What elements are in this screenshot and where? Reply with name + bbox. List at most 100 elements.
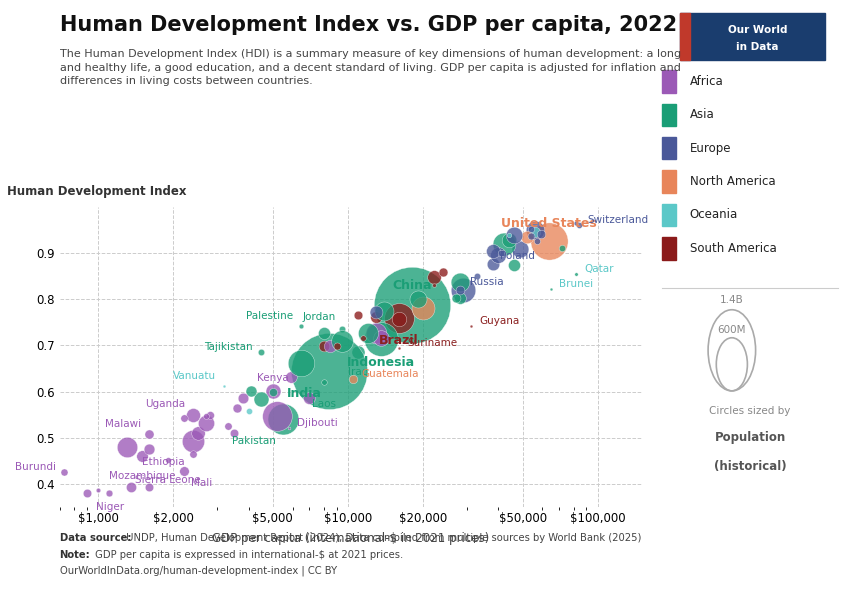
Text: Africa: Africa: [690, 75, 723, 88]
Text: 600M: 600M: [717, 325, 746, 335]
Point: [92, 485, 105, 495]
Text: in Data: in Data: [736, 42, 779, 52]
Point: [541, 236, 555, 245]
Point: [303, 393, 316, 403]
Point: [436, 267, 450, 277]
Bar: [662, 203, 676, 226]
Point: [221, 421, 235, 431]
Point: [471, 271, 484, 281]
Text: Tajikistan: Tajikistan: [204, 343, 253, 352]
Bar: [662, 170, 676, 193]
Point: [449, 293, 462, 303]
Point: [270, 411, 284, 421]
Text: (historical): (historical): [714, 460, 786, 473]
Point: [544, 284, 558, 293]
Point: [284, 372, 298, 382]
Text: Brunei: Brunei: [559, 278, 593, 289]
Text: Human Development Index vs. GDP per capita, 2022: Human Development Index vs. GDP per capi…: [60, 15, 677, 35]
Text: Uganda: Uganda: [144, 399, 184, 409]
Point: [227, 428, 241, 437]
Text: Switzerland: Switzerland: [587, 215, 649, 224]
Text: OurWorldInData.org/human-development-index | CC BY: OurWorldInData.org/human-development-ind…: [60, 566, 337, 576]
Point: [453, 277, 467, 287]
Text: Djibouti: Djibouti: [298, 418, 338, 428]
Point: [530, 236, 544, 246]
Point: [524, 231, 538, 241]
Text: Iraq: Iraq: [348, 367, 369, 377]
Text: Mali: Mali: [190, 478, 212, 488]
Point: [456, 285, 470, 295]
Point: [143, 429, 156, 439]
Point: [405, 300, 418, 310]
Point: [186, 449, 200, 459]
Point: [143, 482, 156, 491]
Point: [230, 403, 244, 413]
Point: [377, 307, 391, 316]
Point: [453, 293, 467, 303]
Text: Asia: Asia: [690, 108, 715, 121]
Bar: [662, 104, 676, 126]
Point: [282, 423, 296, 433]
Text: GDP per capita is expressed in international-$ at 2021 prices.: GDP per capita is expressed in internati…: [92, 550, 403, 560]
Text: Qatar: Qatar: [585, 264, 614, 274]
Point: [427, 272, 440, 281]
Text: Jordan: Jordan: [303, 312, 336, 322]
Point: [254, 347, 268, 357]
FancyBboxPatch shape: [680, 13, 824, 60]
Point: [294, 359, 308, 368]
Point: [254, 394, 268, 403]
Point: [80, 488, 94, 497]
Point: [294, 321, 308, 331]
Point: [570, 218, 583, 227]
Point: [370, 312, 383, 322]
Point: [336, 324, 349, 334]
Point: [218, 381, 231, 391]
Text: Palestine: Palestine: [246, 311, 293, 320]
Text: The Human Development Index (HDI) is a summary measure of key dimensions of huma: The Human Development Index (HDI) is a s…: [60, 49, 681, 86]
Text: Malawi: Malawi: [105, 419, 141, 428]
Point: [57, 467, 71, 477]
Point: [322, 367, 336, 376]
Point: [486, 259, 500, 269]
Point: [572, 220, 586, 229]
Point: [203, 410, 217, 419]
Text: India: India: [287, 386, 322, 400]
Text: Suriname: Suriname: [407, 338, 457, 348]
Point: [317, 377, 331, 387]
Point: [190, 428, 204, 438]
Bar: [662, 237, 676, 260]
Point: [534, 229, 547, 239]
Point: [555, 243, 569, 253]
Point: [102, 488, 116, 497]
Text: Vanuatu: Vanuatu: [173, 371, 216, 380]
Point: [502, 235, 515, 245]
Point: [236, 393, 250, 403]
Point: [199, 411, 212, 421]
Text: Guatemala: Guatemala: [361, 369, 419, 379]
Point: [528, 227, 541, 237]
Text: 1.4B: 1.4B: [720, 295, 744, 305]
Text: China: China: [392, 280, 432, 292]
Point: [266, 387, 280, 397]
Text: Indonesia: Indonesia: [347, 356, 415, 369]
Point: [528, 225, 541, 235]
Text: Laos: Laos: [312, 399, 336, 409]
Text: South America: South America: [690, 242, 777, 255]
Text: Ethiopia: Ethiopia: [142, 457, 184, 467]
Text: Population: Population: [715, 431, 785, 445]
Point: [453, 285, 467, 295]
Text: Data source:: Data source:: [60, 533, 131, 543]
Text: Russia: Russia: [470, 277, 504, 287]
Point: [392, 313, 405, 323]
Point: [494, 248, 507, 258]
Bar: [662, 70, 676, 92]
Text: Mozambique: Mozambique: [109, 471, 175, 481]
Text: Kenya: Kenya: [257, 373, 289, 383]
Text: Our World: Our World: [728, 25, 787, 35]
Point: [143, 444, 156, 454]
Point: [356, 333, 370, 343]
Point: [161, 455, 174, 465]
Point: [266, 386, 280, 396]
Point: [507, 230, 520, 239]
Point: [507, 260, 520, 269]
